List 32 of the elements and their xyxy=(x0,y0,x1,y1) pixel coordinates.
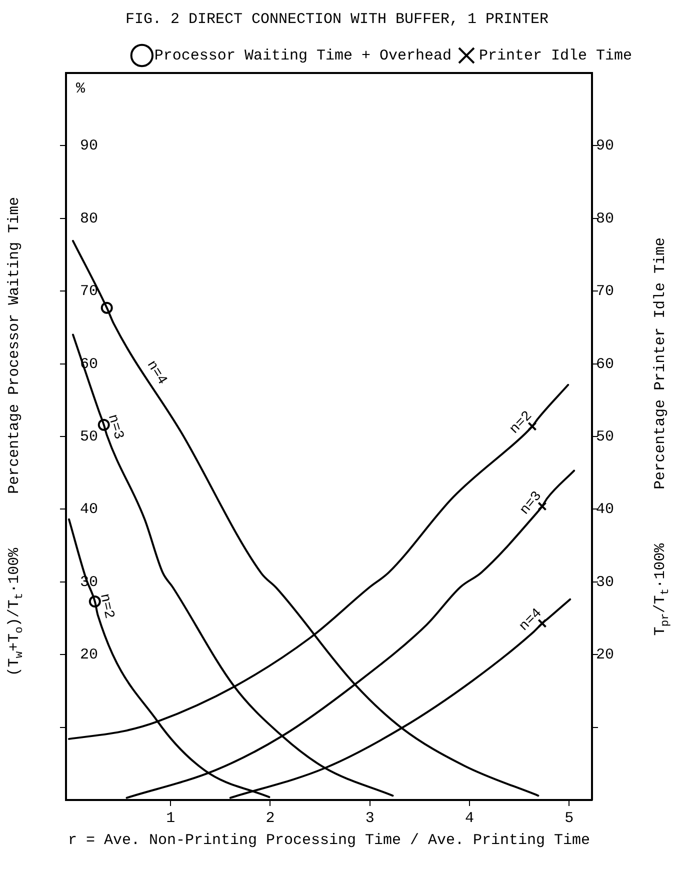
y-tick-label: 90 xyxy=(80,138,98,155)
y2-tick-label: 60 xyxy=(596,356,614,373)
x-tick-label: 2 xyxy=(266,810,275,827)
text: n=2 xyxy=(506,408,536,438)
x-axis-title: r = Ave. Non-Printing Processing Time / Ave. Printing Time xyxy=(68,832,590,849)
y-tick-label: 20 xyxy=(80,646,98,664)
legend-label: Printer Idle Time xyxy=(478,47,632,64)
legend-label: Processor Waiting Time + Overhead xyxy=(154,47,452,64)
y2-tick-label: 80 xyxy=(596,210,614,228)
text: n=3 xyxy=(517,488,546,518)
text: n=2 xyxy=(96,592,117,620)
x-tick-label: 1 xyxy=(166,810,176,827)
chart-title: FIG. 2 DIRECT CONNECTION WITH BUFFER, 1 PRINTER xyxy=(125,10,549,28)
text: n=4 xyxy=(516,605,546,635)
y2-tick-label: 40 xyxy=(596,501,614,518)
y-tick-label: 50 xyxy=(80,428,98,446)
x-tick-label: 5 xyxy=(564,810,574,827)
x-tick-label: 3 xyxy=(365,810,374,827)
y-tick-label: 80 xyxy=(80,210,98,228)
y2-tick-label: 50 xyxy=(596,428,614,446)
y-axis-title: (Tw+To)/Tt·100% Percentage Processor Waiting Time xyxy=(6,196,26,676)
y-tick-label: 70 xyxy=(80,283,98,300)
y2-axis-title: Tpr/Tt·100% Percentage Printer Idle Time xyxy=(652,237,672,636)
y2-tick-label: 70 xyxy=(596,283,614,300)
y2-tick-label: 20 xyxy=(596,646,614,664)
annotation: % xyxy=(76,80,86,98)
y2-tick-label: 30 xyxy=(596,574,614,591)
text: n=3 xyxy=(104,412,126,442)
text: n=4 xyxy=(142,358,170,388)
y-tick-label: 40 xyxy=(80,501,98,518)
y2-tick-label: 90 xyxy=(596,138,614,155)
x-tick-label: 4 xyxy=(464,810,474,827)
